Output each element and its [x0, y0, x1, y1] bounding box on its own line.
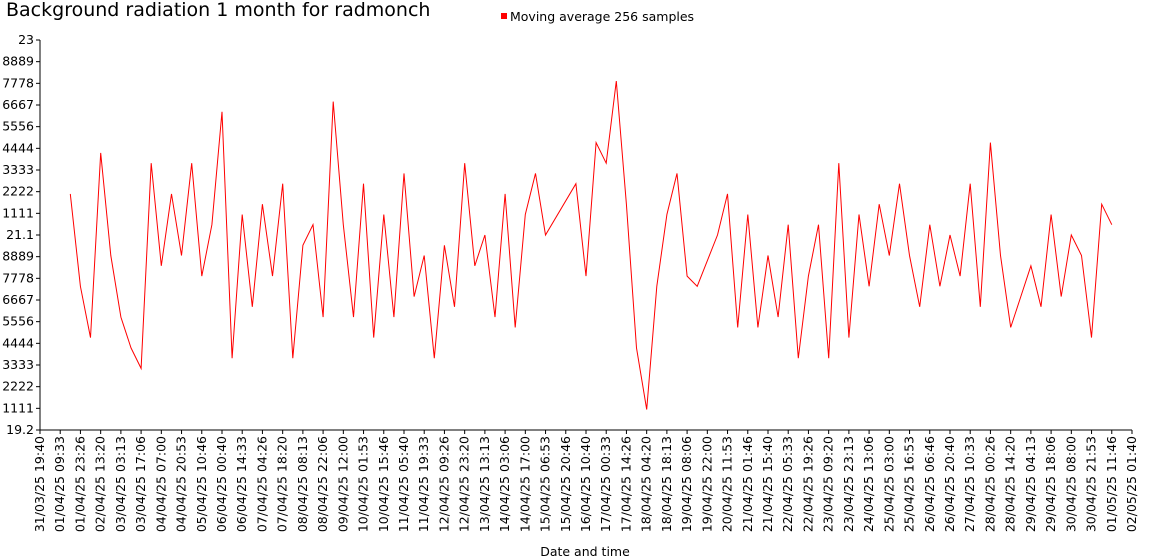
x-tick-label: 09/04/25 12:00 [335, 436, 350, 532]
x-tick-label: 08/04/25 22:06 [315, 436, 330, 532]
x-tick-label: 17/04/25 14:26 [618, 436, 633, 532]
y-tick-label: 19.2 [6, 422, 34, 437]
y-tick-label: 1111 [2, 400, 34, 415]
x-tick-label: 21/04/25 01:46 [740, 436, 755, 532]
x-tick-label: 18/04/25 18:13 [659, 436, 674, 532]
x-tick-label: 05/04/25 10:46 [194, 436, 209, 532]
y-tick-label: 21.1 [6, 227, 34, 242]
x-tick-label: 06/04/25 00:40 [214, 436, 229, 532]
x-tick-label: 12/04/25 23:20 [457, 436, 472, 532]
y-tick-label: 5556 [2, 119, 34, 134]
chart-title: Background radiation 1 month for radmonc… [6, 0, 430, 21]
y-tick-label: 7778 [2, 75, 34, 90]
x-tick-label: 03/04/25 17:06 [133, 436, 148, 532]
y-tick-label: 23 [18, 32, 34, 47]
x-tick-label: 04/04/25 20:53 [174, 436, 189, 532]
x-tick-label: 31/03/25 19:40 [32, 436, 47, 532]
x-tick-label: 07/04/25 04:26 [254, 436, 269, 532]
x-tick-label: 01/04/25 09:33 [52, 436, 67, 532]
x-tick-label: 17/04/25 00:33 [598, 436, 613, 532]
x-tick-label: 24/04/25 13:06 [861, 436, 876, 532]
x-tick-label: 28/04/25 14:20 [1003, 436, 1018, 532]
x-tick-label: 13/04/25 13:13 [477, 436, 492, 532]
y-tick-label: 7778 [2, 270, 34, 285]
x-tick-label: 06/04/25 14:33 [234, 436, 249, 532]
x-tick-label: 10/04/25 15:46 [376, 436, 391, 532]
x-tick-label: 28/04/25 00:26 [982, 436, 997, 532]
y-tick-label: 8889 [2, 54, 34, 69]
x-tick-label: 19/04/25 22:00 [699, 436, 714, 532]
x-tick-label: 26/04/25 20:40 [942, 436, 957, 532]
x-tick-label: 01/04/25 23:26 [72, 436, 87, 532]
x-tick-label: 29/04/25 18:06 [1043, 436, 1058, 532]
x-tick-label: 23/04/25 09:20 [821, 436, 836, 532]
x-tick-label: 15/04/25 20:46 [558, 436, 573, 532]
y-tick-label: 3333 [2, 162, 34, 177]
y-tick-label: 8889 [2, 249, 34, 264]
legend-label: Moving average 256 samples [510, 9, 694, 24]
y-tick-label: 6667 [2, 292, 34, 307]
data-line [69, 81, 1113, 410]
x-tick-label: 03/04/25 03:13 [113, 436, 128, 532]
x-tick-label: 07/04/25 18:20 [275, 436, 290, 532]
x-tick-label: 19/04/25 08:06 [679, 436, 694, 532]
x-tick-label: 26/04/25 06:46 [922, 436, 937, 532]
x-tick-label: 14/04/25 03:06 [497, 436, 512, 532]
x-tick-label: 23/04/25 23:13 [841, 436, 856, 532]
x-tick-label: 30/04/25 21:53 [1084, 436, 1099, 532]
x-tick-label: 25/04/25 03:00 [881, 436, 896, 532]
y-tick-label: 4444 [2, 335, 34, 350]
x-tick-label: 22/04/25 19:26 [800, 436, 815, 532]
y-tick-label: 4444 [2, 140, 34, 155]
x-tick-label: 14/04/25 17:00 [517, 436, 532, 532]
x-tick-label: 04/04/25 07:00 [153, 436, 168, 532]
x-tick-label: 11/04/25 19:33 [416, 436, 431, 532]
x-axis-label: Date and time [540, 544, 630, 559]
y-tick-label: 6667 [2, 97, 34, 112]
x-tick-label: 01/05/25 11:46 [1104, 436, 1119, 532]
legend-swatch [501, 13, 507, 19]
x-tick-label: 30/04/25 08:00 [1063, 436, 1078, 532]
x-tick-label: 21/04/25 15:40 [760, 436, 775, 532]
x-tick-label: 02/04/25 13:20 [93, 436, 108, 532]
y-tick-label: 2222 [2, 184, 34, 199]
x-tick-label: 25/04/25 16:53 [902, 436, 917, 532]
x-tick-label: 08/04/25 08:13 [295, 436, 310, 532]
x-tick-label: 16/04/25 10:40 [578, 436, 593, 532]
x-tick-label: 12/04/25 09:26 [436, 436, 451, 532]
x-tick-label: 15/04/25 06:53 [538, 436, 553, 532]
y-tick-label: 1111 [2, 205, 34, 220]
y-tick-label: 3333 [2, 357, 34, 372]
y-tick-label: 2222 [2, 379, 34, 394]
x-tick-label: 27/04/25 10:33 [962, 436, 977, 532]
x-tick-label: 02/05/25 01:40 [1124, 436, 1139, 532]
y-tick-label: 5556 [2, 314, 34, 329]
x-tick-label: 18/04/25 04:20 [639, 436, 654, 532]
x-tick-label: 29/04/25 04:13 [1023, 436, 1038, 532]
x-tick-label: 11/04/25 05:40 [396, 436, 411, 532]
x-tick-label: 22/04/25 05:33 [780, 436, 795, 532]
x-tick-label: 10/04/25 01:53 [356, 436, 371, 532]
x-tick-label: 20/04/25 11:53 [720, 436, 735, 532]
